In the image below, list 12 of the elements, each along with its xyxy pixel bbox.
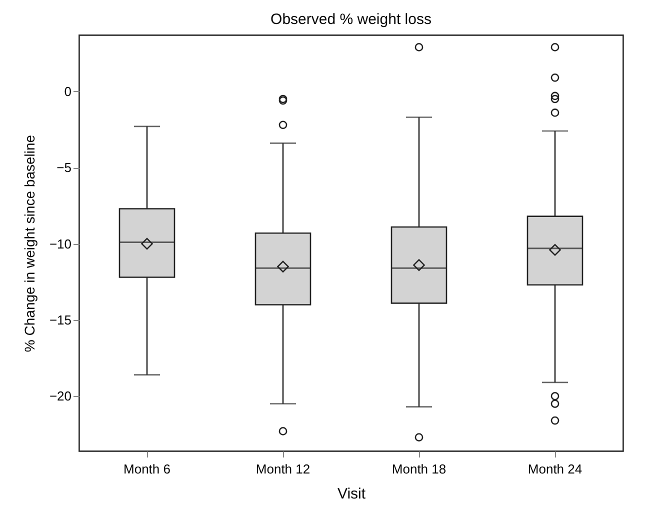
x-tick-label: Month 18	[392, 462, 446, 476]
y-tick-label: −10	[49, 236, 72, 252]
y-tick-label: −5	[56, 160, 72, 176]
x-tick-label: Month 6	[124, 462, 170, 476]
x-tick-label: Month 24	[528, 462, 582, 476]
chart-title: Observed % weight loss	[270, 11, 432, 28]
y-axis-title: % Change in weight since baseline	[21, 134, 38, 352]
y-tick-label: −15	[49, 312, 72, 328]
y-tick-label: 0	[64, 84, 72, 99]
y-tick-label: −20	[49, 388, 72, 404]
x-tick-label: Month 12	[256, 462, 310, 476]
x-axis-title: Visit	[337, 486, 366, 502]
